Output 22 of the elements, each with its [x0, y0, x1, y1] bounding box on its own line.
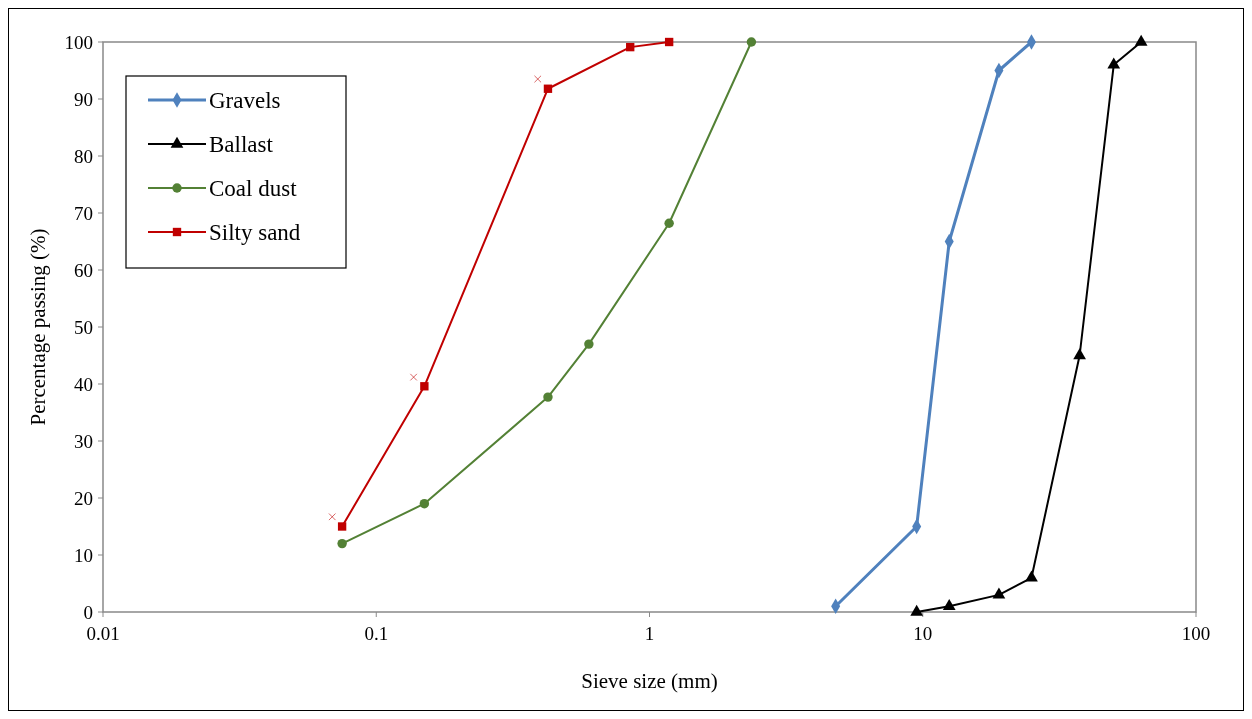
y-tick-label: 50	[74, 316, 93, 338]
y-tick-label: 30	[74, 430, 93, 452]
x-tick-label: 10	[913, 623, 933, 644]
x-tick-label: 0.1	[364, 623, 389, 644]
y-tick-label: 100	[64, 31, 93, 53]
y-tick-label: 0	[83, 601, 93, 623]
y-tick-label: 20	[74, 487, 93, 509]
y-axis-title: Percentage passing (%)	[26, 228, 50, 426]
x-tick-label: 100	[1181, 623, 1211, 644]
legend-label: Gravels	[209, 88, 281, 114]
y-tick-label: 80	[74, 145, 93, 167]
y-tick-label: 40	[74, 373, 93, 395]
x-axis-title: Sieve size (mm)	[581, 669, 718, 693]
legend-label: Ballast	[209, 132, 274, 158]
legend-label: Coal dust	[209, 176, 298, 202]
y-tick-label: 10	[74, 544, 93, 566]
y-tick-label: 60	[74, 259, 93, 281]
legend-label: Silty sand	[209, 220, 301, 246]
y-tick-label: 70	[74, 202, 93, 224]
y-tick-label: 90	[74, 88, 93, 110]
x-tick-label: 0.01	[86, 623, 120, 644]
x-tick-label: 1	[644, 623, 655, 644]
